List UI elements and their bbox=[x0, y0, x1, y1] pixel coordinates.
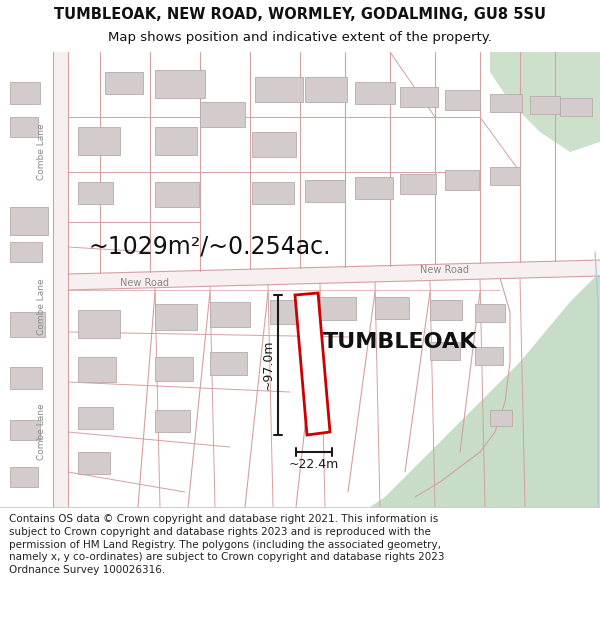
Polygon shape bbox=[490, 52, 600, 152]
Bar bbox=[400, 87, 438, 107]
Bar bbox=[445, 170, 479, 190]
Bar bbox=[475, 304, 505, 322]
Bar bbox=[475, 347, 503, 365]
Bar bbox=[78, 127, 120, 155]
Bar bbox=[252, 132, 296, 157]
Polygon shape bbox=[370, 272, 600, 507]
Bar bbox=[430, 342, 460, 360]
Bar bbox=[210, 302, 250, 327]
Bar bbox=[78, 452, 110, 474]
Text: New Road: New Road bbox=[421, 265, 470, 275]
Bar bbox=[10, 467, 38, 487]
Bar bbox=[252, 182, 294, 204]
Bar bbox=[355, 177, 393, 199]
Text: Combe Lane: Combe Lane bbox=[37, 404, 47, 460]
Bar bbox=[490, 410, 512, 426]
Text: Map shows position and indicative extent of the property.: Map shows position and indicative extent… bbox=[108, 31, 492, 44]
Bar bbox=[430, 300, 462, 320]
Bar bbox=[155, 410, 190, 432]
Bar bbox=[375, 297, 409, 319]
Bar bbox=[155, 182, 199, 207]
Bar bbox=[53, 52, 68, 507]
Bar bbox=[400, 174, 436, 194]
Bar bbox=[305, 77, 347, 102]
Bar bbox=[10, 117, 38, 137]
Text: TUMBLEOAK, NEW ROAD, WORMLEY, GODALMING, GU8 5SU: TUMBLEOAK, NEW ROAD, WORMLEY, GODALMING,… bbox=[54, 7, 546, 22]
Bar bbox=[155, 127, 197, 155]
Bar bbox=[490, 94, 522, 112]
Bar bbox=[355, 82, 395, 104]
Bar bbox=[10, 367, 42, 389]
Bar bbox=[200, 102, 245, 127]
Text: ~97.0m: ~97.0m bbox=[262, 340, 275, 390]
Text: Combe Lane: Combe Lane bbox=[37, 124, 47, 180]
Polygon shape bbox=[295, 293, 330, 435]
Text: New Road: New Road bbox=[121, 278, 170, 288]
Bar bbox=[78, 407, 113, 429]
Bar bbox=[155, 304, 197, 330]
Polygon shape bbox=[68, 260, 600, 290]
Bar bbox=[10, 420, 40, 440]
Bar bbox=[210, 352, 247, 375]
Bar bbox=[445, 90, 480, 110]
Bar bbox=[78, 182, 113, 204]
Bar bbox=[155, 357, 193, 381]
Bar bbox=[255, 77, 303, 102]
Bar bbox=[10, 207, 48, 235]
Text: TUMBLEOAK: TUMBLEOAK bbox=[323, 332, 477, 352]
Bar bbox=[105, 72, 143, 94]
Bar bbox=[10, 82, 40, 104]
Text: Combe Lane: Combe Lane bbox=[37, 279, 47, 335]
Bar bbox=[305, 180, 345, 202]
Bar bbox=[78, 310, 120, 338]
Bar bbox=[560, 98, 592, 116]
Bar bbox=[320, 297, 356, 320]
Text: ~22.4m: ~22.4m bbox=[289, 459, 339, 471]
Bar bbox=[10, 242, 42, 262]
Text: ~1029m²/~0.254ac.: ~1029m²/~0.254ac. bbox=[89, 235, 331, 259]
Bar bbox=[270, 300, 308, 324]
Text: Contains OS data © Crown copyright and database right 2021. This information is
: Contains OS data © Crown copyright and d… bbox=[9, 514, 445, 575]
Bar bbox=[490, 167, 520, 185]
Bar bbox=[10, 312, 45, 337]
Bar bbox=[530, 96, 560, 114]
Bar bbox=[155, 70, 205, 98]
Bar bbox=[78, 357, 116, 382]
